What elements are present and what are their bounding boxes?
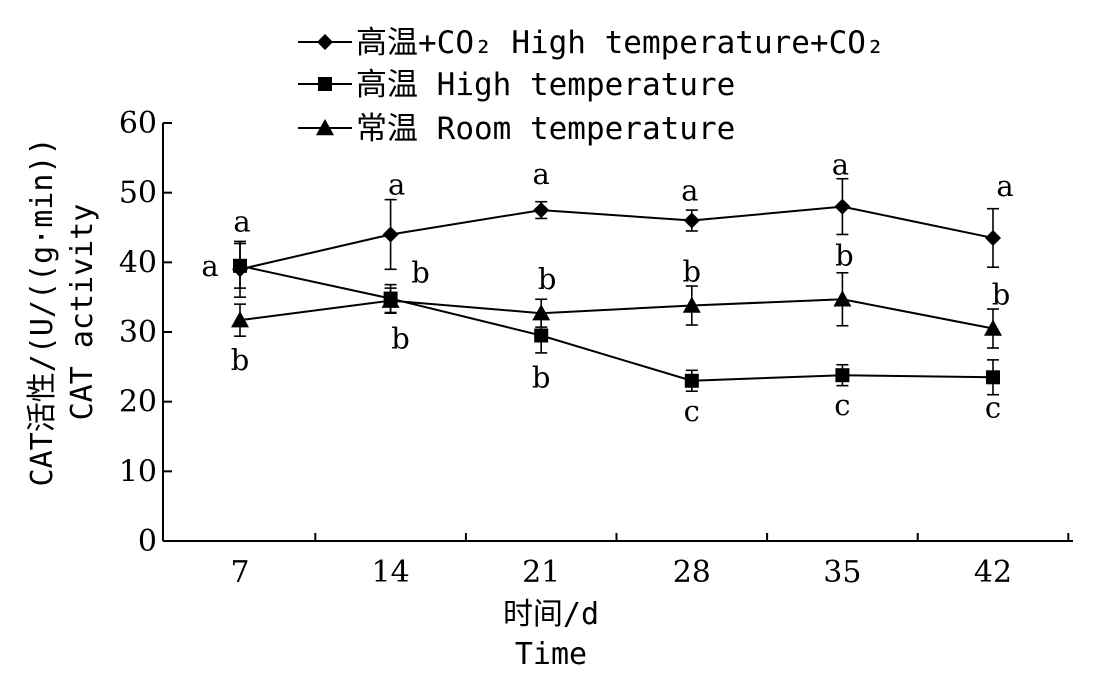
legend-marker	[318, 77, 332, 91]
significance-label: b	[532, 360, 551, 394]
x-axis-title-english: Time	[515, 637, 587, 672]
significance-label: b	[391, 322, 410, 356]
y-tick-label: 60	[119, 106, 157, 141]
significance-label: c	[985, 390, 1001, 424]
x-tick-label: 7	[230, 555, 249, 590]
legend-marker	[316, 119, 334, 136]
x-axis-title: 时间/d	[503, 597, 599, 632]
data-point	[682, 296, 701, 313]
x-tick-label: 14	[372, 555, 410, 590]
significance-label: a	[388, 167, 405, 201]
significance-label: b	[231, 343, 250, 377]
series-diamond: a a a a a a	[232, 148, 1014, 298]
data-point	[834, 198, 851, 215]
legend-marker	[317, 34, 333, 50]
series-triangle: bbb b bb	[231, 238, 1011, 377]
x-tick-label: 28	[673, 555, 711, 590]
significance-label: a	[233, 204, 250, 238]
y-axis-title: CAT活性/(U/((g·min))	[25, 138, 60, 487]
legend-label: 高温 High temperature	[356, 67, 735, 103]
significance-label: c	[834, 388, 850, 422]
y-axis-title-english: CAT activity	[65, 204, 100, 421]
significance-label: a	[681, 174, 698, 208]
data-point	[534, 328, 549, 343]
legend-label: 常温 Room temperature	[356, 111, 735, 147]
series-line	[239, 298, 994, 330]
significance-label: a	[996, 169, 1013, 203]
legend-label: 高温+CO₂ High temperature+CO₂	[356, 25, 885, 61]
y-tick-label: 30	[119, 315, 157, 350]
significance-label: a	[533, 157, 550, 191]
legend-entry: 高温+CO₂ High temperature+CO₂	[298, 25, 885, 61]
x-tick-label: 35	[823, 555, 861, 590]
significance-label: a	[832, 148, 849, 182]
data-point	[532, 304, 551, 321]
data-point	[381, 291, 400, 308]
significance-label: c	[684, 394, 700, 428]
significance-label: b	[683, 255, 702, 289]
data-point	[833, 290, 852, 307]
x-tick-label: 42	[974, 555, 1012, 590]
data-point	[984, 319, 1002, 336]
series-line	[239, 205, 994, 271]
legend: 高温+CO₂ High temperature+CO₂ 高温 High tempe…	[298, 25, 885, 147]
data-point	[985, 229, 1001, 246]
axes: 0 10 20 30 40 50 60 7 14 21 28 35 42	[119, 106, 1073, 590]
y-tick-label: 20	[119, 385, 157, 420]
series-line	[239, 264, 994, 382]
significance-label: b	[992, 278, 1011, 312]
data-point	[231, 311, 249, 328]
legend-entry: 高温 High temperature	[298, 67, 735, 103]
data-point	[683, 212, 700, 229]
series-square: a bbc c c	[201, 242, 1001, 428]
significance-label: a	[201, 249, 218, 283]
data-point	[835, 368, 850, 383]
data-point	[684, 373, 699, 388]
data-point	[986, 370, 1000, 385]
y-tick-label: 50	[119, 176, 157, 211]
data-point	[533, 202, 550, 219]
data-point	[233, 258, 247, 273]
y-tick-label: 10	[119, 454, 157, 489]
x-tick-label: 21	[522, 555, 560, 590]
significance-label: b	[538, 262, 557, 296]
y-tick-label: 0	[138, 524, 157, 559]
significance-label: b	[411, 256, 430, 290]
y-tick-label: 40	[119, 245, 157, 280]
legend-entry: 常温 Room temperature	[298, 111, 735, 147]
data-point	[382, 226, 399, 243]
significance-label: b	[835, 238, 854, 272]
